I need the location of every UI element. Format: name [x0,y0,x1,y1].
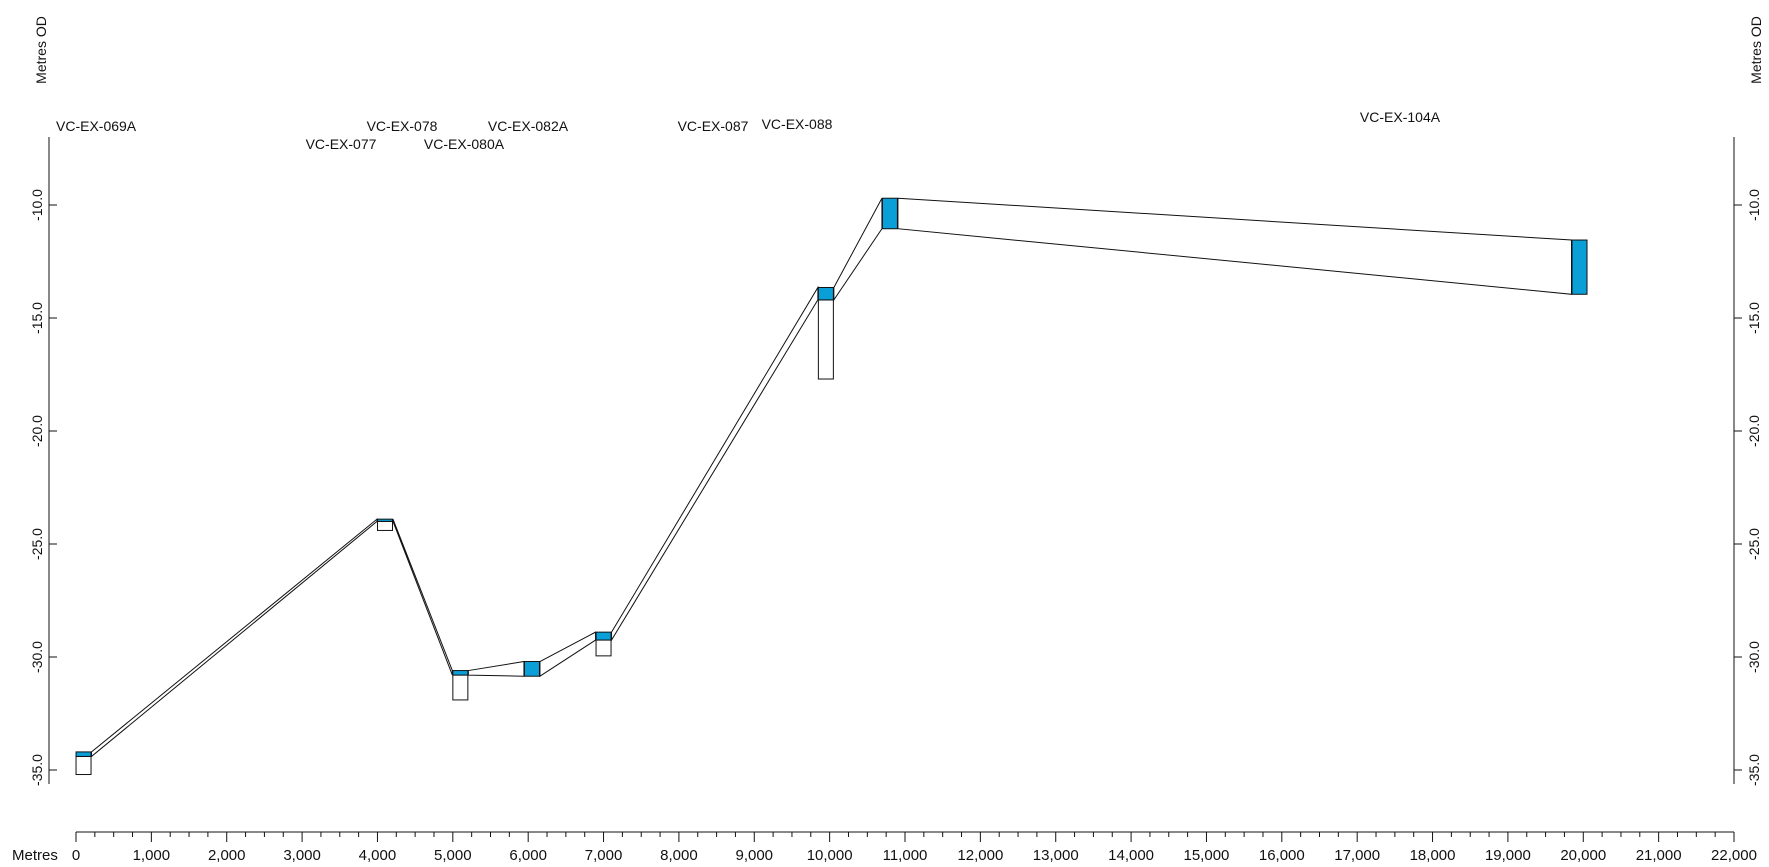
x-tick-label: 4,000 [359,847,397,864]
core-label: VC-EX-087 [678,118,749,134]
x-tick-label: 11,000 [883,847,928,864]
unit-interval [452,670,469,676]
right-axis-label: Metres OD [1748,16,1764,84]
x-tick-label: 9,000 [735,847,773,864]
left-y-tick-label: -25.0 [29,528,45,560]
correlation-band [833,197,883,302]
x-tick-label: 8,000 [660,847,698,864]
unit-interval [523,661,540,677]
x-tick-label: 0 [72,847,80,864]
core-column [376,520,393,531]
core-label: VC-EX-080A [424,136,505,152]
left-y-tick-label: -35.0 [29,754,45,786]
correlation-band [467,660,525,677]
x-tick-label: 15,000 [1184,847,1230,864]
x-tick-label: 13,000 [1033,847,1079,864]
left-y-tick-label: -30.0 [29,641,45,673]
x-tick-label: 7,000 [585,847,623,864]
x-tick-label: 5,000 [434,847,472,864]
x-tick-label: 18,000 [1410,847,1456,864]
core-label: VC-EX-069A [56,118,137,134]
x-tick-label: 19,000 [1485,847,1531,864]
unit-interval [881,197,898,230]
left-y-tick-label: -15.0 [29,302,45,334]
x-tick-label: 17,000 [1334,847,1380,864]
left-axis-label: Metres OD [33,16,49,84]
right-y-tick-label: -20.0 [1746,415,1762,447]
core-label: VC-EX-104A [1360,109,1441,125]
x-tick-label: 10,000 [807,847,853,864]
x-axis-label: Metres [12,847,58,864]
x-tick-label: 2,000 [208,847,246,864]
x-tick-label: 20,000 [1560,847,1606,864]
x-tick-label: 21,000 [1636,847,1682,864]
left-y-tick-label: -20.0 [29,415,45,447]
correlation-band [611,285,819,642]
x-tick-label: 14,000 [1108,847,1154,864]
core-column [817,299,834,380]
core-label: VC-EX-077 [306,136,377,152]
unit-interval [1571,239,1588,295]
x-tick-label: 3,000 [283,847,321,864]
left-y-tick-label: -10.0 [29,189,45,221]
core-column [75,755,92,776]
unit-interval [75,751,92,757]
correlation-band [897,197,1573,295]
unit-interval [595,631,612,641]
x-tick-label: 6,000 [509,847,547,864]
right-y-tick-label: -10.0 [1746,189,1762,221]
x-tick-label: 22,000 [1711,847,1757,864]
correlation-band [539,631,597,678]
core-label: VC-EX-082A [488,118,569,134]
x-tick-label: 16,000 [1259,847,1305,864]
unit-interval [817,286,834,301]
unit-interval [376,518,393,522]
right-y-tick-label: -15.0 [1746,302,1762,334]
core-label: VC-EX-088 [762,116,833,132]
core-column [452,674,469,701]
right-y-tick-label: -25.0 [1746,528,1762,560]
core-column [595,639,612,657]
correlation-band [91,518,378,758]
core-label: VC-EX-078 [367,118,438,134]
correlation-band [392,518,453,676]
right-y-tick-label: -30.0 [1746,641,1762,673]
right-y-tick-label: -35.0 [1746,754,1762,786]
x-tick-label: 1,000 [133,847,171,864]
x-tick-label: 12,000 [957,847,1003,864]
